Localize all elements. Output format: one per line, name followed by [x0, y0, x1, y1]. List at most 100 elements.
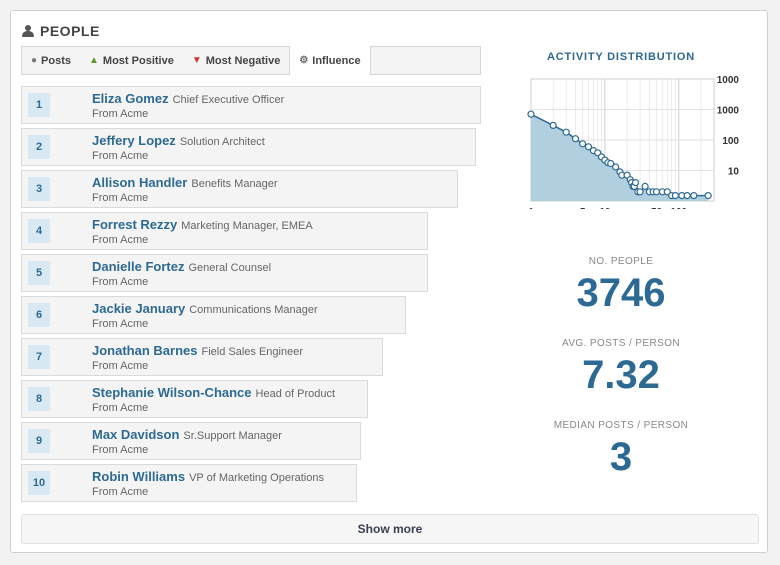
person-name[interactable]: Max Davidson Sr.Support Manager: [92, 427, 282, 442]
chart-x-tick-label: 1: [528, 207, 534, 209]
chart-x-tick-label: 50: [651, 207, 663, 209]
person-name[interactable]: Jackie January Communications Manager: [92, 301, 318, 316]
chart-y-tick-label: 10: [728, 167, 740, 178]
no-people-value: 3746: [576, 271, 666, 315]
person-company: From Acme: [92, 192, 149, 204]
person-title: VP of Marketing Operations: [189, 472, 324, 484]
person-company: From Acme: [92, 108, 149, 120]
comments-icon: ●: [31, 55, 38, 66]
person-title: Head of Product: [255, 388, 336, 400]
tab-most-positive[interactable]: ▲ Most Positive: [80, 47, 183, 74]
person-name-text[interactable]: Eliza Gomez: [92, 91, 169, 106]
person-name-text[interactable]: Robin Williams: [92, 469, 186, 484]
rank-badge: 1: [28, 93, 50, 117]
people-list: 1 Eliza Gomez Chief Executive Officer From …: [21, 86, 481, 506]
thumbs-down-icon: ▼: [191, 55, 202, 66]
person-name-text[interactable]: Jonathan Barnes: [92, 343, 198, 358]
person-row[interactable]: 3 Allison Handler Benefits Manager From Acm…: [21, 170, 458, 208]
chart-data-point: [527, 110, 535, 118]
person-title: Benefits Manager: [191, 178, 278, 190]
person-title: Marketing Manager, EMEA: [181, 220, 313, 232]
tab-posts[interactable]: ● Posts: [22, 47, 80, 74]
chart-y-tick-label: 1000: [717, 106, 740, 117]
tab-label: Posts: [41, 54, 72, 67]
person-row[interactable]: 7 Jonathan Barnes Field Sales Engineer From…: [21, 338, 383, 376]
person-name-text[interactable]: Danielle Fortez: [92, 259, 185, 274]
rank-badge: 9: [28, 429, 50, 453]
panel-header: PEOPLE: [22, 23, 100, 39]
tab-most-negative[interactable]: ▼ Most Negative: [183, 47, 289, 74]
person-title: Sr.Support Manager: [183, 430, 282, 442]
chart-data-point: [578, 140, 587, 148]
panel-title: PEOPLE: [40, 23, 100, 39]
person-company: From Acme: [92, 150, 149, 162]
chart-x-tick-label: 100: [670, 207, 687, 209]
chart-area: [531, 114, 709, 201]
person-name[interactable]: Forrest Rezzy Marketing Manager, EMEA: [92, 217, 313, 232]
chart-data-point: [671, 191, 679, 200]
person-name[interactable]: Jonathan Barnes Field Sales Engineer: [92, 343, 303, 358]
rank-badge: 2: [28, 135, 50, 159]
person-name-text[interactable]: Max Davidson: [92, 427, 180, 442]
chart-data-point: [549, 121, 557, 130]
chart-data-point: [584, 143, 593, 151]
chart-y-tick-label: 100: [722, 136, 739, 147]
rank-badge: 7: [28, 345, 50, 369]
person-title: Solution Architect: [179, 136, 265, 148]
chart-data-point: [571, 135, 580, 143]
person-company: From Acme: [92, 402, 149, 414]
chart-data-point: [562, 128, 570, 136]
person-name-text[interactable]: Forrest Rezzy: [92, 217, 178, 232]
chart-data-point: [690, 191, 698, 200]
tab-influence[interactable]: ⚙ Influence: [289, 46, 371, 75]
tab-label: Most Negative: [205, 54, 281, 67]
person-row[interactable]: 5 Danielle Fortez General Counsel From Acme: [21, 254, 428, 292]
chart-title: ACTIVITY DISTRIBUTION: [547, 51, 695, 63]
person-name-text[interactable]: Jeffery Lopez: [92, 133, 176, 148]
chart-data-point: [641, 182, 649, 191]
person-row[interactable]: 9 Max Davidson Sr.Support Manager From Acme: [21, 422, 361, 460]
person-row[interactable]: 4 Forrest Rezzy Marketing Manager, EMEA Fro…: [21, 212, 428, 250]
person-name[interactable]: Eliza Gomez Chief Executive Officer: [92, 91, 284, 106]
person-company: From Acme: [92, 318, 149, 330]
person-row[interactable]: 8 Stephanie Wilson-Chance Head of Product F…: [21, 380, 368, 418]
person-name[interactable]: Stephanie Wilson-Chance Head of Product: [92, 385, 335, 400]
person-icon: [22, 25, 34, 37]
tab-label: Most Positive: [102, 54, 174, 67]
rank-badge: 5: [28, 261, 50, 285]
person-name-text[interactable]: Jackie January: [92, 301, 186, 316]
chart-data-point: [663, 188, 671, 196]
person-title: Chief Executive Officer: [172, 94, 285, 106]
person-row[interactable]: 1 Eliza Gomez Chief Executive Officer From …: [21, 86, 481, 124]
person-row[interactable]: 2 Jeffery Lopez Solution Architect From Acm…: [21, 128, 476, 166]
chart-x-tick-label: 10: [599, 207, 611, 209]
chart-data-point: [607, 159, 615, 168]
no-people-label: NO. PEOPLE: [588, 256, 654, 267]
chart-data-point: [683, 191, 691, 200]
person-row[interactable]: 10 Robin Williams VP of Marketing Operatio…: [21, 464, 357, 502]
median-posts-value: 3: [609, 435, 633, 479]
person-name[interactable]: Allison Handler Benefits Manager: [92, 175, 278, 190]
rank-badge: 8: [28, 387, 50, 411]
people-panel: PEOPLE ● Posts ▲ Most Positive ▼ Most Ne…: [10, 10, 768, 553]
person-name[interactable]: Jeffery Lopez Solution Architect: [92, 133, 265, 148]
chart-data-point: [612, 163, 620, 171]
activity-distribution-chart: 1 5 10 50 100 1000 1000 100 10: [527, 75, 740, 209]
avg-posts-value: 7.32: [582, 353, 660, 397]
person-title: Field Sales Engineer: [201, 346, 303, 358]
chart-data-point: [631, 178, 640, 187]
tab-label: Influence: [312, 54, 361, 67]
person-row[interactable]: 6 Jackie January Communications Manager Fro…: [21, 296, 406, 334]
gears-icon: ⚙: [299, 55, 309, 66]
show-more-button[interactable]: Show more: [21, 514, 759, 544]
person-name-text[interactable]: Allison Handler: [92, 175, 188, 190]
person-title: Communications Manager: [189, 304, 318, 316]
thumbs-up-icon: ▲: [89, 55, 99, 66]
person-name[interactable]: Danielle Fortez General Counsel: [92, 259, 271, 274]
tab-bar: ● Posts ▲ Most Positive ▼ Most Negative …: [21, 46, 481, 75]
avg-posts-label: AVG. POSTS / PERSON: [562, 338, 680, 349]
person-company: From Acme: [92, 444, 149, 456]
chart-data-point: [652, 188, 661, 196]
person-name[interactable]: Robin Williams VP of Marketing Operations: [92, 469, 324, 484]
person-name-text[interactable]: Stephanie Wilson-Chance: [92, 385, 252, 400]
